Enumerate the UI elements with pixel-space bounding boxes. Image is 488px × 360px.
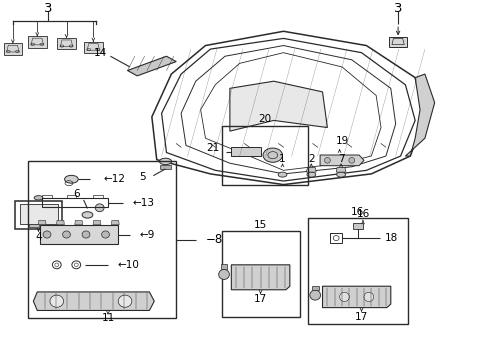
- Polygon shape: [33, 292, 154, 310]
- Text: ←10: ←10: [118, 260, 139, 270]
- Text: 18: 18: [384, 233, 397, 243]
- Ellipse shape: [64, 175, 78, 183]
- Ellipse shape: [278, 172, 286, 177]
- Text: 16: 16: [350, 207, 364, 217]
- Ellipse shape: [336, 172, 345, 177]
- Text: 3: 3: [43, 2, 52, 15]
- Text: 17: 17: [354, 311, 367, 321]
- Text: 19: 19: [335, 136, 348, 146]
- Polygon shape: [311, 285, 318, 291]
- Text: 21: 21: [205, 143, 219, 153]
- Ellipse shape: [50, 295, 63, 307]
- Text: 17: 17: [253, 294, 266, 304]
- Polygon shape: [231, 147, 260, 156]
- Ellipse shape: [159, 158, 171, 165]
- Text: 11: 11: [101, 313, 114, 323]
- Text: 5: 5: [139, 172, 145, 183]
- Text: 15: 15: [253, 220, 266, 230]
- Ellipse shape: [82, 212, 93, 218]
- Ellipse shape: [218, 269, 229, 279]
- Polygon shape: [352, 223, 362, 229]
- Polygon shape: [38, 220, 46, 225]
- Ellipse shape: [95, 204, 104, 212]
- Polygon shape: [231, 265, 289, 290]
- Text: 7: 7: [337, 154, 344, 163]
- Polygon shape: [159, 165, 171, 169]
- Polygon shape: [229, 81, 327, 131]
- Text: 14: 14: [94, 48, 107, 58]
- Polygon shape: [388, 37, 407, 47]
- Text: 2: 2: [307, 154, 314, 163]
- Text: 20: 20: [258, 114, 271, 124]
- Ellipse shape: [339, 292, 348, 302]
- Polygon shape: [28, 36, 46, 48]
- Text: ←9: ←9: [140, 230, 155, 239]
- Bar: [221, 231, 299, 316]
- Text: 16: 16: [356, 209, 369, 219]
- Text: ←13: ←13: [132, 198, 154, 208]
- Text: −8: −8: [205, 233, 223, 246]
- Ellipse shape: [82, 231, 90, 238]
- Polygon shape: [111, 220, 119, 225]
- Polygon shape: [75, 220, 82, 225]
- Ellipse shape: [348, 158, 354, 163]
- Ellipse shape: [306, 172, 315, 177]
- Polygon shape: [3, 44, 22, 55]
- Polygon shape: [93, 220, 101, 225]
- Polygon shape: [322, 286, 390, 307]
- Bar: [29, 224, 39, 228]
- Text: 1: 1: [279, 154, 285, 163]
- Polygon shape: [84, 42, 102, 53]
- Bar: [221, 126, 308, 185]
- Ellipse shape: [309, 290, 320, 300]
- Bar: [307, 219, 407, 324]
- Polygon shape: [57, 220, 64, 225]
- Text: ←12: ←12: [103, 174, 125, 184]
- Text: 3: 3: [393, 2, 402, 15]
- Ellipse shape: [118, 295, 132, 307]
- Polygon shape: [40, 225, 118, 244]
- Bar: [15, 201, 61, 229]
- Polygon shape: [335, 167, 345, 172]
- Text: 6: 6: [73, 189, 80, 199]
- Ellipse shape: [324, 158, 330, 163]
- Polygon shape: [57, 38, 76, 49]
- Text: 4: 4: [35, 232, 41, 242]
- Ellipse shape: [34, 195, 43, 200]
- Ellipse shape: [102, 231, 109, 238]
- Bar: [20, 204, 58, 224]
- Polygon shape: [320, 155, 363, 166]
- Polygon shape: [220, 264, 227, 269]
- Ellipse shape: [263, 148, 282, 162]
- Bar: [27, 161, 176, 318]
- Ellipse shape: [43, 231, 51, 238]
- Ellipse shape: [363, 292, 373, 302]
- Polygon shape: [306, 167, 316, 172]
- Ellipse shape: [62, 231, 70, 238]
- Polygon shape: [127, 56, 176, 76]
- Polygon shape: [405, 74, 434, 156]
